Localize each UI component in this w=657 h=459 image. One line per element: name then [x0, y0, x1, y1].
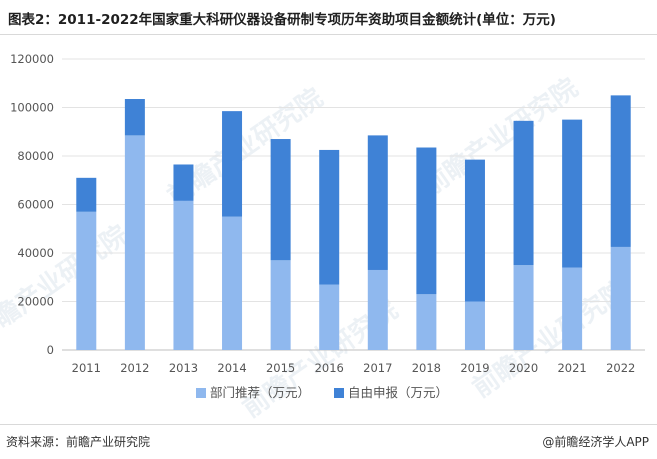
bar-free-application	[76, 177, 97, 212]
x-tick-label: 2018	[412, 361, 441, 375]
x-tick-label: 2016	[315, 361, 344, 375]
bar-free-application	[416, 147, 437, 295]
x-tick-label: 2021	[557, 361, 586, 375]
watermark-text: 前瞻产业研究院	[417, 72, 584, 202]
x-tick-label: 2011	[72, 361, 101, 375]
x-tick-label: 2013	[169, 361, 198, 375]
bar-free-application	[513, 120, 534, 266]
chart-title: 图表2：2011-2022年国家重大科研仪器设备研制专项历年资助项目金额统计(单…	[8, 12, 556, 28]
x-tick-label: 2014	[217, 361, 246, 375]
legend-label-department: 部门推荐（万元）	[210, 385, 310, 400]
x-tick-label: 2015	[266, 361, 295, 375]
y-tick-label: 20000	[17, 295, 54, 309]
bar-free-application	[319, 149, 340, 285]
x-axis: 2011 2012 2013 2014 2015 2016 2017 2018 2019 2020…	[72, 361, 636, 375]
bar-department-recommended	[513, 265, 534, 350]
watermark-text: 前瞻产业研究院	[467, 274, 634, 404]
y-tick-label: 120000	[10, 52, 54, 66]
bars	[76, 95, 631, 350]
bar-department-recommended	[464, 301, 485, 350]
legend: 部门推荐（万元） 自由申报（万元）	[196, 385, 448, 400]
x-tick-label: 2022	[606, 361, 635, 375]
bar-department-recommended	[562, 267, 583, 350]
y-tick-label: 80000	[17, 149, 54, 163]
bar-department-recommended	[124, 135, 145, 350]
x-tick-label: 2019	[460, 361, 489, 375]
bar-department-recommended	[367, 269, 388, 350]
footer: 资料来源：前瞻产业研究院 @前瞻经济学人APP	[0, 424, 657, 459]
bar-department-recommended	[610, 246, 631, 350]
bar-free-application	[464, 159, 485, 302]
legend-swatch-free	[334, 388, 344, 398]
watermark-text: 前瞻产业研究院	[0, 219, 134, 349]
x-tick-label: 2012	[120, 361, 149, 375]
x-tick-label: 2017	[363, 361, 392, 375]
bar-free-application	[610, 95, 631, 247]
bar-free-application	[270, 139, 291, 261]
legend-label-free: 自由申报（万元）	[348, 385, 448, 400]
y-tick-label: 40000	[17, 246, 54, 260]
bar-free-application	[173, 164, 194, 201]
gridlines	[62, 58, 645, 351]
y-tick-label: 0	[47, 343, 54, 357]
bar-free-application	[367, 135, 388, 270]
bar-department-recommended	[222, 216, 243, 350]
bar-department-recommended	[319, 284, 340, 350]
title-bar: 图表2：2011-2022年国家重大科研仪器设备研制专项历年资助项目金额统计(单…	[0, 0, 657, 35]
bar-department-recommended	[270, 260, 291, 350]
bar-free-application	[124, 99, 145, 136]
bar-department-recommended	[416, 294, 437, 350]
brand-credit: @前瞻经济学人APP	[542, 435, 649, 449]
source-note: 资料来源：前瞻产业研究院	[6, 435, 151, 449]
bar-department-recommended	[76, 211, 97, 350]
bar-free-application	[222, 111, 243, 217]
legend-swatch-department	[196, 388, 206, 398]
bar-free-application	[562, 119, 583, 268]
y-tick-label: 100000	[10, 101, 54, 115]
y-tick-label: 60000	[17, 198, 54, 212]
y-axis: 0 20000 40000 60000 80000 100000 120000	[10, 52, 54, 357]
x-tick-label: 2020	[509, 361, 538, 375]
bar-department-recommended	[173, 200, 194, 350]
